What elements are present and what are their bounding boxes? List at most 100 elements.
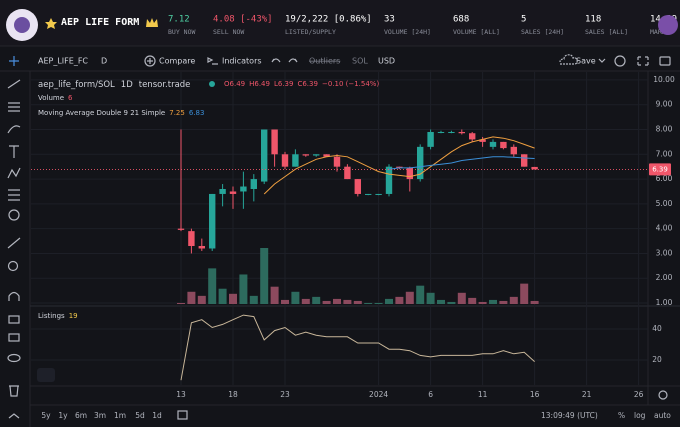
y-tick-label: 3.00	[656, 248, 673, 257]
x-tick-label: 11	[478, 390, 488, 399]
stat-label: VOLUME [24H]	[384, 28, 431, 36]
x-tick-label: 13	[176, 390, 186, 399]
magnet-tool[interactable]	[8, 291, 20, 302]
favorite-star[interactable]	[45, 18, 57, 29]
save-menu[interactable]	[598, 58, 606, 63]
visibility-tool[interactable]	[7, 353, 21, 363]
undo-button[interactable]	[271, 58, 281, 63]
volume-bar	[478, 301, 487, 304]
fullscreen-button[interactable]	[637, 56, 649, 66]
settings-button[interactable]	[614, 55, 626, 67]
stat-value: 7.12	[168, 15, 190, 25]
fib-tool[interactable]	[8, 102, 20, 112]
lock-all-tool[interactable]	[8, 333, 20, 342]
stat-label: SALES [ALL]	[585, 28, 628, 36]
candle-body	[302, 154, 309, 156]
trendline-tool[interactable]	[7, 79, 21, 89]
candle-body	[458, 131, 465, 134]
candle-body	[271, 129, 278, 155]
stat-value: 33	[384, 15, 395, 25]
stat-value: 118	[585, 15, 601, 25]
candle-body	[437, 131, 445, 133]
volume-bar	[385, 298, 393, 304]
compare-icon	[144, 55, 156, 67]
volume-bar	[229, 293, 237, 304]
brush-tool[interactable]	[7, 125, 21, 134]
text-tool[interactable]	[9, 145, 19, 158]
candle-body	[396, 166, 403, 168]
y-tick-label: 8.00	[656, 125, 673, 134]
clock: 13:09:49 (UTC)	[541, 411, 598, 420]
axis-settings[interactable]	[658, 390, 668, 400]
candle-body	[323, 154, 330, 157]
y-tick-label: 2.00	[656, 273, 673, 282]
x-tick-label: 16	[530, 390, 540, 399]
compare-button[interactable]: Compare	[159, 57, 195, 66]
symbol-search[interactable]: AEP_LIFE_FC	[38, 57, 88, 66]
candle-body	[313, 154, 320, 156]
interval-button[interactable]: D	[101, 57, 107, 66]
x-tick-label: 26	[634, 390, 644, 399]
percent-toggle[interactable]: %	[618, 411, 625, 420]
prediction-tool[interactable]	[8, 189, 20, 201]
cloud-icon	[559, 54, 578, 65]
candle-body	[479, 139, 486, 142]
y-tick-label: 7.00	[656, 149, 673, 158]
outliers-toggle[interactable]: Outliers	[309, 57, 340, 66]
x-tick-label: 21	[582, 390, 592, 399]
indicators-button[interactable]: Indicators	[222, 57, 262, 66]
currency-sol[interactable]: SOL	[352, 57, 368, 66]
range-button[interactable]: 5y	[41, 411, 51, 420]
collection-name: AEP LIFE FORM	[61, 17, 139, 28]
y-tick-label: 10.00	[653, 75, 675, 84]
measure-tool[interactable]	[7, 237, 21, 249]
ohlc-legend: O6.49 H6.49 L6.39 C6.39 −0.10 (−1.54%)	[224, 80, 379, 88]
candle-body	[469, 133, 476, 140]
range-button[interactable]: 5d	[135, 411, 145, 420]
auto-toggle[interactable]: auto	[654, 411, 671, 420]
currency-usd[interactable]: USD	[378, 57, 395, 66]
collapse-tool[interactable]	[8, 413, 20, 419]
listings-legend: Listings 19	[38, 312, 78, 320]
market-status	[209, 81, 215, 87]
range-button[interactable]: 3m	[94, 411, 106, 420]
range-button[interactable]: 1m	[114, 411, 126, 420]
volume-bar	[177, 302, 185, 304]
candle-body	[375, 193, 382, 195]
date-range-button[interactable]	[177, 410, 188, 420]
stat-label: BUY NOW	[168, 28, 195, 36]
candle-body	[250, 179, 257, 189]
volume-bar	[343, 299, 352, 304]
delete-tool[interactable]	[9, 385, 19, 397]
candle-body	[500, 141, 507, 149]
log-toggle[interactable]: log	[634, 411, 646, 420]
volume-bar	[405, 291, 414, 304]
pattern-tool[interactable]	[7, 167, 21, 179]
save-button[interactable]: Save	[576, 57, 596, 66]
range-button[interactable]: 1y	[58, 411, 68, 420]
avatar-figure	[14, 17, 30, 33]
screenshot-button[interactable]	[659, 56, 671, 66]
candle-body	[489, 141, 497, 147]
range-button[interactable]: 6m	[75, 411, 87, 420]
candle-body	[427, 131, 434, 147]
last-price-tag	[649, 163, 671, 176]
y-tick-label: 20	[652, 355, 662, 364]
redo-button[interactable]	[288, 58, 298, 63]
candle-body	[209, 193, 216, 249]
source: tensor.trade	[139, 80, 191, 90]
x-tick-label: 6	[428, 390, 433, 399]
candle-body	[219, 188, 226, 194]
lock-tool[interactable]	[8, 315, 20, 324]
crosshair-tool[interactable]	[9, 56, 19, 66]
candle-body	[240, 186, 247, 192]
listings-title: Listings	[38, 312, 65, 320]
volume-bar	[312, 296, 321, 304]
stat-value: 4.08 [-43%]	[213, 15, 273, 25]
x-tick-label: 23	[280, 390, 290, 399]
range-button[interactable]: 1d	[152, 411, 162, 420]
candle-body	[385, 166, 393, 194]
zoom-tool[interactable]	[7, 260, 19, 272]
icon-tool[interactable]	[8, 209, 20, 221]
candle-body	[406, 167, 413, 180]
